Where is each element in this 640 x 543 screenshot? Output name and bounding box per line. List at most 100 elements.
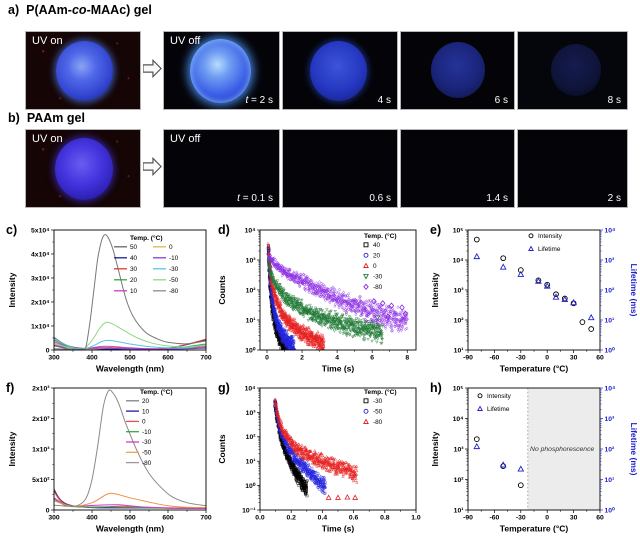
- svg-text:0: 0: [169, 244, 173, 251]
- svg-text:0.2: 0.2: [286, 515, 296, 522]
- svg-text:Intensity: Intensity: [430, 272, 440, 307]
- svg-text:c): c): [6, 223, 17, 237]
- gel-disc: [190, 39, 251, 103]
- photo-a-4s: 4 s: [282, 31, 398, 110]
- chart-h-intensity-lifetime-vs-temp-paam: No phosphorescence -90 -60 -30 0 30 60 10¹ 10² 10…: [430, 376, 640, 543]
- svg-text:2x10³: 2x10³: [32, 416, 50, 423]
- svg-text:30: 30: [570, 355, 578, 362]
- svg-text:700: 700: [200, 355, 212, 362]
- svg-text:Wavelength (nm): Wavelength (nm): [96, 364, 164, 374]
- svg-text:10³: 10³: [454, 287, 465, 294]
- svg-text:50: 50: [130, 244, 138, 251]
- svg-text:0: 0: [46, 347, 50, 354]
- svg-text:-90: -90: [463, 515, 473, 522]
- time-label: t = 0.1 s: [237, 193, 273, 204]
- svg-text:40: 40: [373, 242, 381, 249]
- svg-text:10³: 10³: [454, 446, 465, 453]
- photo-b-uv-on: UV on: [25, 129, 141, 208]
- svg-text:30: 30: [130, 266, 138, 273]
- svg-text:10¹: 10¹: [246, 317, 257, 324]
- time-label: 1.4 s: [486, 193, 508, 204]
- chart-c-emission-spectra-paam-maac: 300 400 500 600 700 0 1x10⁴ 2x10⁴ 3x10⁴ 4x10⁴ 5x10…: [4, 220, 216, 378]
- svg-text:10²: 10²: [454, 317, 465, 324]
- chart-g-decay-paam: 0.0 0.2 0.4 0.6 0.8 1.0 10⁻¹ 10⁰ 10¹ 10² 10³ 10⁴ Tim…: [216, 376, 430, 543]
- svg-text:20: 20: [142, 398, 150, 405]
- svg-text:10²: 10²: [246, 287, 257, 294]
- svg-text:g): g): [218, 381, 230, 395]
- svg-text:30: 30: [570, 515, 578, 522]
- time-label: 0.6 s: [369, 193, 391, 204]
- time-label: t = 2 s: [245, 95, 273, 106]
- svg-text:Counts: Counts: [217, 434, 227, 464]
- svg-text:10⁰: 10⁰: [605, 346, 616, 354]
- photo-b-2s: 2 s: [517, 129, 628, 208]
- svg-text:10²: 10²: [246, 434, 257, 441]
- svg-text:-80: -80: [169, 288, 179, 295]
- svg-text:-50: -50: [373, 409, 383, 416]
- svg-text:-10: -10: [169, 255, 179, 262]
- svg-text:300: 300: [48, 355, 60, 362]
- svg-text:0.0: 0.0: [255, 515, 265, 522]
- svg-text:3x10⁴: 3x10⁴: [31, 275, 49, 282]
- svg-text:Wavelength (nm): Wavelength (nm): [96, 524, 164, 534]
- uv-on-label: UV on: [32, 35, 63, 47]
- uv-off-label: UV off: [170, 133, 201, 145]
- uv-off-label: UV off: [170, 35, 201, 47]
- svg-text:10²: 10²: [605, 446, 616, 453]
- svg-text:2x10⁴: 2x10⁴: [31, 299, 49, 306]
- svg-text:500: 500: [124, 355, 136, 362]
- svg-text:Lifetime: Lifetime: [487, 406, 510, 413]
- svg-text:Intensity: Intensity: [538, 233, 563, 240]
- svg-text:-30: -30: [142, 439, 152, 446]
- svg-text:Time (s): Time (s): [322, 364, 355, 374]
- svg-text:10¹: 10¹: [246, 459, 257, 466]
- time-label: 4 s: [377, 95, 391, 106]
- svg-text:1x10⁴: 1x10⁴: [31, 323, 49, 330]
- svg-text:-30: -30: [516, 355, 526, 362]
- svg-text:0.4: 0.4: [318, 515, 328, 522]
- panel-a-header: a) P(AAm-co-MAAc) gel: [8, 3, 152, 17]
- chart-d-decay-paam-maac: 0 2 4 6 8 10⁰ 10¹ 10² 10³ 10⁴ Time (s) Counts d) Temp…: [216, 220, 430, 378]
- panel-b-title: PAAm gel: [26, 111, 85, 125]
- svg-text:1x10³: 1x10³: [32, 446, 50, 453]
- svg-text:Temp. (°C): Temp. (°C): [364, 388, 397, 396]
- gel-disc: [55, 138, 113, 200]
- arrow-right-icon: [143, 156, 162, 177]
- photo-a-uv-off-2s: UV off t = 2 s: [163, 31, 280, 110]
- svg-text:10: 10: [130, 288, 138, 295]
- svg-text:500: 500: [124, 515, 136, 522]
- svg-text:f): f): [6, 381, 14, 395]
- svg-text:Lifetime (ms): Lifetime (ms): [629, 423, 639, 476]
- svg-text:e): e): [430, 223, 441, 237]
- gel-disc: [56, 41, 113, 101]
- svg-text:1.0: 1.0: [411, 515, 421, 522]
- svg-text:Intensity: Intensity: [7, 431, 17, 466]
- time-label: 6 s: [494, 95, 508, 106]
- svg-text:10³: 10³: [605, 416, 616, 423]
- svg-text:Lifetime (ms): Lifetime (ms): [629, 264, 639, 317]
- svg-text:-90: -90: [463, 355, 473, 362]
- chart-e-intensity-lifetime-vs-temp: -90 -60 -30 0 30 60 10¹ 10² 10³ 10⁴ 10⁵ 10⁰ 10¹ 10² 10…: [430, 220, 640, 378]
- svg-text:-30: -30: [373, 274, 383, 281]
- svg-text:10²: 10²: [605, 287, 616, 294]
- svg-text:-60: -60: [489, 515, 499, 522]
- svg-text:6: 6: [370, 355, 374, 362]
- panel-a-letter: a): [8, 3, 20, 17]
- svg-text:-30: -30: [373, 398, 383, 405]
- svg-text:10⁴: 10⁴: [453, 416, 464, 423]
- svg-text:10⁵: 10⁵: [453, 385, 464, 392]
- svg-text:10³: 10³: [246, 257, 257, 264]
- svg-text:Temp. (°C): Temp. (°C): [140, 388, 173, 396]
- chart-f-emission-spectra-paam: 300 400 500 600 700 0 5x10² 1x10³ 2x10³ 2x10³ Wave…: [4, 376, 216, 543]
- panel-b-header: b) PAAm gel: [8, 111, 85, 125]
- svg-text:10⁴: 10⁴: [245, 227, 256, 234]
- svg-text:10⁻¹: 10⁻¹: [242, 507, 256, 514]
- svg-text:-80: -80: [373, 419, 383, 426]
- svg-text:Temp. (°C): Temp. (°C): [130, 234, 163, 242]
- svg-text:-30: -30: [169, 266, 179, 273]
- svg-text:10⁴: 10⁴: [605, 227, 616, 234]
- svg-text:10²: 10²: [454, 477, 465, 484]
- svg-text:40: 40: [130, 255, 138, 262]
- svg-text:Counts: Counts: [217, 275, 227, 305]
- svg-text:2: 2: [300, 355, 304, 362]
